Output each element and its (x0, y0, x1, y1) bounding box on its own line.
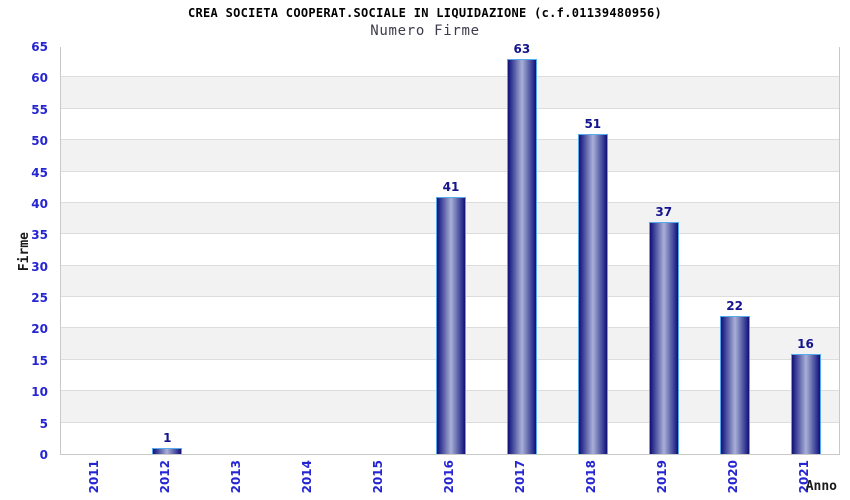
bar-value-label: 1 (163, 431, 172, 445)
x-tick-label: 2020 (725, 460, 740, 494)
chart-subtitle: Numero Firme (370, 23, 480, 39)
y-tick-label: 20 (31, 322, 48, 337)
y-axis-ticks: 0 5 10 15 20 25 30 35 40 45 50 55 60 65 (0, 40, 48, 462)
y-tick-label: 40 (31, 196, 48, 211)
bar-value-label: 41 (442, 180, 460, 194)
x-tick-label: 2011 (87, 460, 102, 494)
x-tick-label: 2015 (371, 460, 386, 494)
gridline (61, 139, 839, 141)
x-tick-label: 2019 (654, 460, 669, 494)
x-tick-label: 2014 (300, 460, 315, 494)
y-tick-label: 10 (31, 385, 48, 400)
y-tick-label: 15 (31, 353, 48, 368)
bar-2018 (577, 134, 608, 454)
x-tick-label: 2018 (583, 460, 598, 494)
bar-value-label: 22 (726, 299, 743, 313)
x-tick-label: 2017 (512, 460, 527, 494)
gridline (61, 76, 839, 78)
bar-2012 (152, 448, 183, 454)
y-tick-label: 45 (31, 165, 48, 180)
y-tick-label: 60 (31, 71, 48, 86)
bar-value-label: 37 (655, 205, 673, 219)
x-tick-label: 2012 (158, 460, 173, 494)
bar-2021 (790, 354, 821, 454)
plot-background-band (61, 140, 839, 172)
y-tick-label: 65 (31, 40, 48, 54)
chart-title: CREA SOCIETA COOPERAT.SOCIALE IN LIQUIDA… (187, 6, 663, 20)
plot-background-band (61, 108, 839, 141)
bar-value-label: 51 (584, 117, 602, 131)
bar-2016 (436, 197, 466, 454)
y-tick-label: 55 (31, 102, 48, 117)
x-tick-label: 2016 (442, 460, 456, 494)
bar-value-label: 16 (797, 337, 814, 351)
y-tick-label: 0 (39, 448, 48, 462)
y-tick-label: 50 (31, 134, 48, 149)
y-tick-label: 35 (31, 228, 48, 243)
bar-2019 (648, 222, 679, 454)
bar-2020 (719, 316, 750, 454)
plot-background-band (61, 46, 839, 78)
gridline (61, 170, 839, 172)
plot-background-band (61, 77, 839, 109)
y-tick-label: 25 (31, 291, 48, 306)
x-tick-label: 2013 (229, 460, 244, 494)
bar-2017 (506, 59, 537, 454)
plot-area: 1 41 63 51 37 22 16 (60, 43, 840, 455)
gridline (61, 107, 839, 109)
y-tick-label: 30 (31, 259, 48, 274)
y-tick-label: 5 (39, 416, 48, 431)
x-axis-ticks: 2011 2012 2013 2014 2015 2016 2017 2018 2019 2020… (60, 460, 840, 500)
bar-value-label: 63 (513, 42, 531, 56)
x-axis-title: Anno (805, 479, 837, 494)
